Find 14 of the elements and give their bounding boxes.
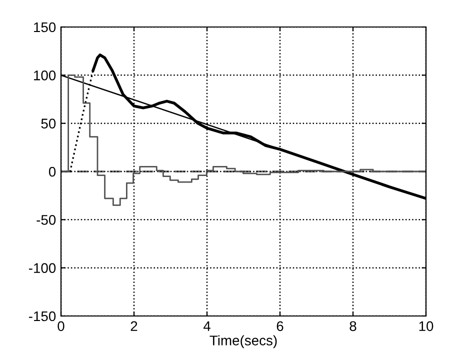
x-tick-label: 10 xyxy=(419,321,434,332)
y-tick-label: -100 xyxy=(28,263,56,274)
x-tick-label: 0 xyxy=(58,321,64,332)
y-tick-label: 150 xyxy=(34,22,56,32)
y-tick-label: 100 xyxy=(34,70,56,80)
x-tick-label: 2 xyxy=(130,321,138,331)
x-axis-title: Time(secs) xyxy=(210,335,277,348)
y-tick-label: -50 xyxy=(36,215,56,225)
y-tick-label: -150 xyxy=(28,311,56,322)
y-tick-label: 50 xyxy=(41,118,56,129)
y-tick-label: 0 xyxy=(48,166,56,177)
x-tick-label: 8 xyxy=(350,321,356,332)
x-tick-label: 4 xyxy=(203,321,210,331)
x-tick-label: 6 xyxy=(276,321,284,332)
